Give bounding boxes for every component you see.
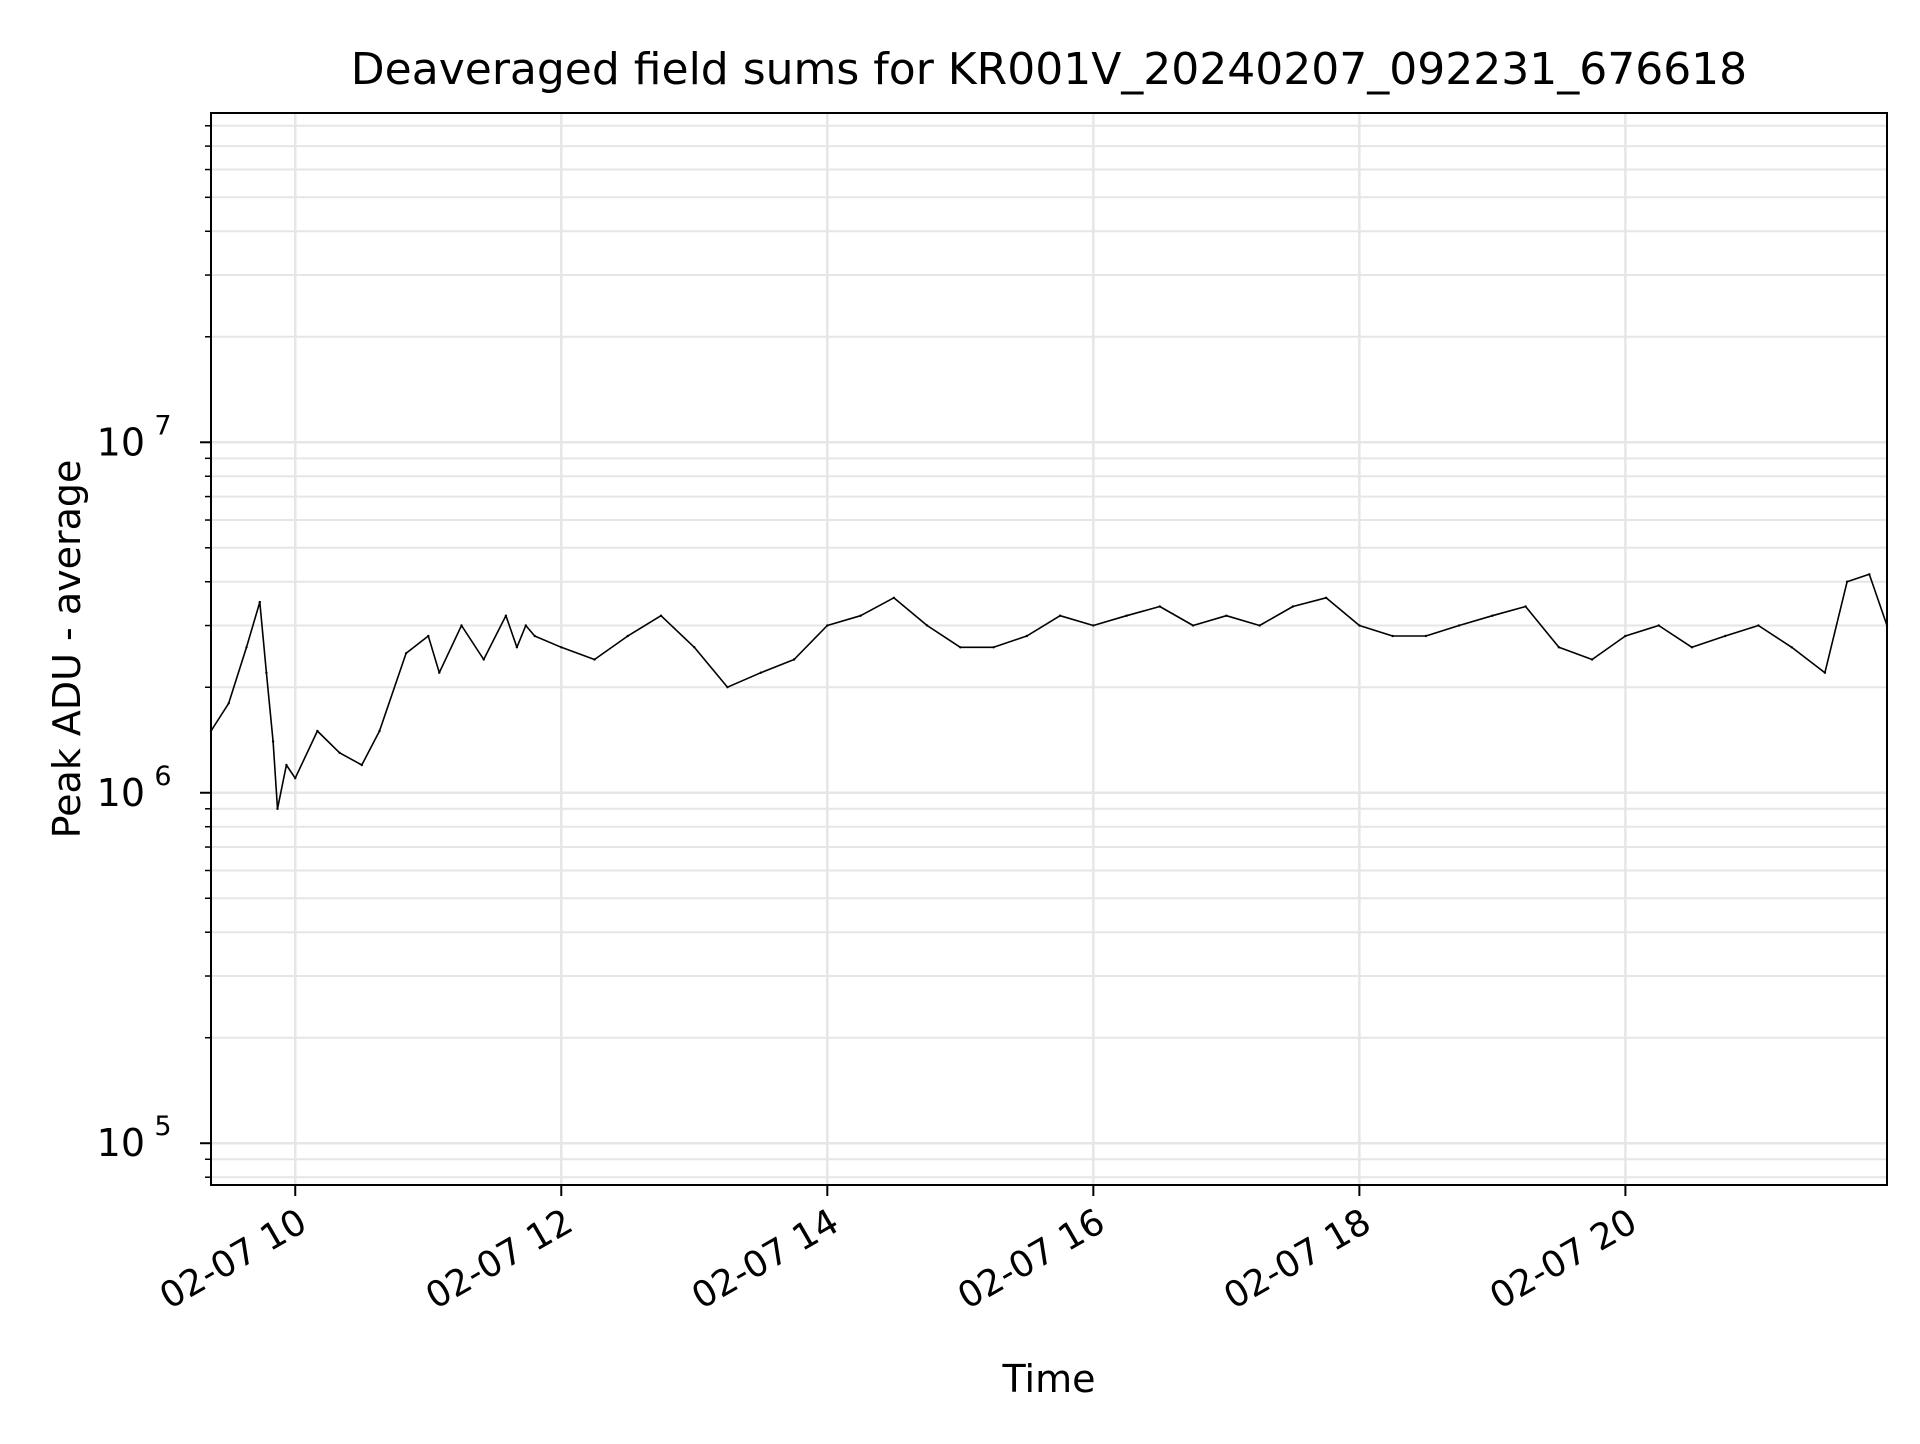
- data-point: [1358, 624, 1361, 627]
- data-point: [438, 671, 441, 674]
- y-tick-exponent: 5: [154, 1111, 171, 1142]
- plot-frame: [210, 112, 1888, 1186]
- data-point: [726, 686, 729, 689]
- y-tick-exponent: 7: [154, 410, 171, 441]
- x-tick-label: 02-07 16: [951, 1201, 1112, 1317]
- data-point: [1125, 614, 1128, 617]
- data-point: [1823, 671, 1827, 674]
- data-point: [1690, 646, 1694, 649]
- y-tick-label: 10: [97, 771, 145, 815]
- y-axis-ticks: 10 5 10 6 10 7: [97, 125, 211, 1178]
- x-tick-label: 02-07 18: [1217, 1201, 1378, 1317]
- data-point: [360, 763, 363, 767]
- y-axis-label: Peak ADU - average: [45, 460, 89, 839]
- data-point: [245, 646, 248, 649]
- x-tick-label: 02-07 10: [153, 1201, 314, 1317]
- data-point: [378, 729, 381, 733]
- data-point: [276, 807, 279, 810]
- x-axis-label: Time: [1002, 1357, 1096, 1401]
- data-point: [1590, 658, 1594, 661]
- data-point: [285, 763, 288, 767]
- data-point: [1191, 624, 1195, 627]
- data-point: [693, 646, 696, 649]
- data-point: [404, 652, 408, 655]
- data-point: [294, 777, 297, 780]
- data-point: [759, 671, 762, 674]
- data-point: [1158, 605, 1162, 608]
- data-point: [992, 646, 995, 649]
- data-point: [504, 614, 508, 617]
- data-point: [1058, 614, 1062, 617]
- x-tick-label: 02-07 14: [685, 1201, 846, 1317]
- data-point: [792, 658, 796, 661]
- data-point: [338, 751, 341, 754]
- data-point: [316, 729, 319, 733]
- data-point: [1391, 634, 1394, 638]
- data-point: [460, 624, 463, 627]
- data-point: [626, 634, 629, 638]
- data-point: [826, 624, 829, 627]
- data-point: [1324, 596, 1328, 599]
- grid: [211, 113, 1887, 1185]
- data-point: [524, 624, 527, 627]
- data-point: [227, 702, 230, 705]
- data-point: [1092, 624, 1095, 627]
- data-point: [1757, 624, 1760, 627]
- data-point: [1657, 624, 1660, 627]
- data-point: [859, 614, 862, 617]
- data-point: [482, 658, 485, 661]
- data-point: [1557, 646, 1561, 649]
- series-line: [210, 573, 1888, 810]
- x-axis-ticks: 02-07 10 02-07 12 02-07 14 02-07 16 02-07 18…: [153, 1185, 1644, 1318]
- data-point: [1724, 634, 1727, 638]
- data-point: [1025, 634, 1029, 638]
- data-point: [258, 600, 261, 604]
- data-point: [892, 596, 895, 599]
- data-point: [1624, 634, 1627, 638]
- data-point: [1291, 605, 1295, 608]
- x-tick-label: 02-07 20: [1483, 1201, 1644, 1317]
- data-point: [515, 646, 519, 649]
- data-point: [1258, 624, 1261, 627]
- data-point: [593, 658, 596, 661]
- data-point: [271, 740, 275, 743]
- data-point: [1524, 605, 1527, 608]
- data-point: [959, 646, 962, 649]
- data-point: [1868, 573, 1871, 576]
- data-point: [427, 634, 430, 638]
- data-point: [1845, 580, 1849, 583]
- y-tick-label: 10: [97, 1121, 145, 1165]
- x-tick-label: 02-07 12: [419, 1201, 580, 1317]
- data-point: [1457, 624, 1461, 627]
- data-point: [265, 671, 268, 674]
- y-tick-label: 10: [97, 420, 145, 464]
- chart-title: Deaveraged field sums for KR001V_2024020…: [351, 44, 1747, 95]
- data-point: [1225, 614, 1228, 617]
- data-point: [659, 614, 663, 617]
- data-point: [1790, 646, 1793, 649]
- data-point: [1424, 634, 1428, 638]
- data-point: [533, 634, 536, 638]
- data-point: [560, 646, 563, 649]
- y-tick-exponent: 6: [154, 761, 171, 792]
- data-point: [1491, 614, 1494, 617]
- series-layer: [209, 573, 1889, 810]
- data-point: [925, 624, 929, 627]
